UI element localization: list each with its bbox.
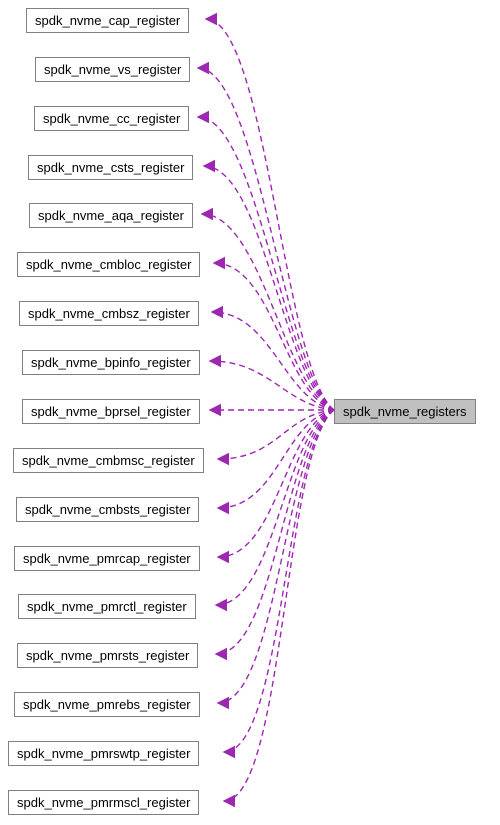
edge-7: [210, 361, 334, 410]
node-leaf-label: spdk_nvme_pmrebs_register: [23, 697, 191, 712]
edge-1: [198, 68, 334, 410]
edge-5: [214, 263, 334, 410]
node-leaf-7[interactable]: spdk_nvme_bpinfo_register: [22, 350, 200, 375]
edge-12: [216, 410, 334, 605]
node-leaf-label: spdk_nvme_csts_register: [37, 160, 184, 175]
node-leaf-13[interactable]: spdk_nvme_pmrsts_register: [17, 643, 198, 668]
node-leaf-label: spdk_nvme_cc_register: [43, 111, 180, 126]
node-leaf-14[interactable]: spdk_nvme_pmrebs_register: [14, 692, 200, 717]
node-leaf-4[interactable]: spdk_nvme_aqa_register: [29, 203, 193, 228]
node-leaf-0[interactable]: spdk_nvme_cap_register: [26, 8, 189, 33]
edge-14: [218, 410, 334, 703]
node-leaf-label: spdk_nvme_cmbsz_register: [28, 306, 190, 321]
edge-0: [206, 19, 334, 410]
node-leaf-label: spdk_nvme_bprsel_register: [31, 404, 191, 419]
node-leaf-label: spdk_nvme_pmrsts_register: [26, 648, 189, 663]
node-main-label: spdk_nvme_registers: [343, 404, 467, 419]
node-leaf-label: spdk_nvme_pmrswtp_register: [17, 746, 190, 761]
edge-10: [218, 410, 334, 508]
node-leaf-label: spdk_nvme_pmrmscl_register: [17, 795, 190, 810]
node-leaf-label: spdk_nvme_pmrctl_register: [27, 599, 187, 614]
node-leaf-1[interactable]: spdk_nvme_vs_register: [35, 57, 190, 82]
node-leaf-15[interactable]: spdk_nvme_pmrswtp_register: [8, 741, 199, 766]
node-leaf-label: spdk_nvme_cmbsts_register: [25, 502, 190, 517]
node-leaf-9[interactable]: spdk_nvme_cmbmsc_register: [13, 448, 204, 473]
node-leaf-label: spdk_nvme_pmrcap_register: [23, 551, 191, 566]
node-leaf-3[interactable]: spdk_nvme_csts_register: [28, 155, 193, 180]
node-leaf-label: spdk_nvme_bpinfo_register: [31, 355, 191, 370]
node-leaf-5[interactable]: spdk_nvme_cmbloc_register: [17, 252, 200, 277]
node-leaf-12[interactable]: spdk_nvme_pmrctl_register: [18, 594, 196, 619]
node-leaf-11[interactable]: spdk_nvme_pmrcap_register: [14, 546, 200, 571]
node-leaf-label: spdk_nvme_cap_register: [35, 13, 180, 28]
edge-4: [202, 214, 334, 410]
node-leaf-2[interactable]: spdk_nvme_cc_register: [34, 106, 189, 131]
edge-2: [198, 117, 334, 410]
node-leaf-label: spdk_nvme_vs_register: [44, 62, 181, 77]
node-leaf-label: spdk_nvme_aqa_register: [38, 208, 184, 223]
node-leaf-label: spdk_nvme_cmbmsc_register: [22, 453, 195, 468]
edge-9: [218, 410, 334, 459]
edge-13: [216, 410, 334, 654]
node-leaf-8[interactable]: spdk_nvme_bprsel_register: [22, 399, 200, 424]
node-main[interactable]: spdk_nvme_registers: [334, 399, 476, 424]
edge-6: [212, 312, 334, 410]
node-leaf-label: spdk_nvme_cmbloc_register: [26, 257, 191, 272]
node-leaf-6[interactable]: spdk_nvme_cmbsz_register: [19, 301, 199, 326]
edge-3: [204, 166, 334, 410]
edge-11: [218, 410, 334, 557]
node-leaf-16[interactable]: spdk_nvme_pmrmscl_register: [8, 790, 199, 815]
edge-15: [224, 410, 334, 752]
node-leaf-10[interactable]: spdk_nvme_cmbsts_register: [16, 497, 199, 522]
edge-16: [224, 410, 334, 801]
